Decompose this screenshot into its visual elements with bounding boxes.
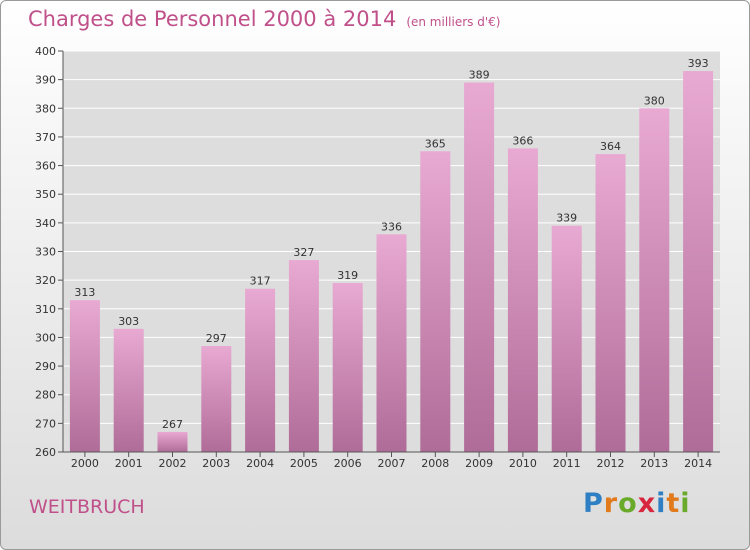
bar bbox=[157, 431, 188, 452]
bar bbox=[507, 148, 538, 452]
x-tick-label: 2010 bbox=[509, 457, 537, 470]
data-label: 339 bbox=[556, 212, 577, 225]
x-tick-label: 2012 bbox=[597, 457, 625, 470]
x-tick-label: 2007 bbox=[378, 457, 406, 470]
data-label: 327 bbox=[293, 246, 314, 259]
data-label: 317 bbox=[250, 275, 271, 288]
logo-letter: x bbox=[637, 488, 657, 519]
y-tick-label: 290 bbox=[35, 360, 56, 373]
x-tick-label: 2009 bbox=[465, 457, 493, 470]
x-tick-label: 2001 bbox=[115, 457, 143, 470]
x-tick-label: 2014 bbox=[684, 457, 712, 470]
bar bbox=[595, 154, 626, 452]
x-tick-label: 2008 bbox=[421, 457, 449, 470]
x-tick-label: 2003 bbox=[202, 457, 230, 470]
x-tick-label: 2004 bbox=[246, 457, 274, 470]
data-label: 364 bbox=[600, 140, 621, 153]
bar bbox=[113, 328, 144, 452]
bar bbox=[376, 234, 407, 452]
y-tick-label: 320 bbox=[35, 274, 56, 287]
y-tick-label: 300 bbox=[35, 331, 56, 344]
chart-title: Charges de Personnel 2000 à 2014 (en mill… bbox=[28, 7, 500, 31]
logo-letter: r bbox=[603, 488, 619, 519]
bar bbox=[683, 71, 714, 453]
y-tick-label: 380 bbox=[35, 102, 56, 115]
data-label: 380 bbox=[644, 94, 665, 107]
y-tick-label: 270 bbox=[35, 417, 56, 430]
data-label: 267 bbox=[162, 418, 183, 431]
y-tick-label: 370 bbox=[35, 131, 56, 144]
data-label: 297 bbox=[206, 332, 227, 345]
bar bbox=[245, 288, 276, 452]
y-tick-label: 340 bbox=[35, 217, 56, 230]
data-label: 319 bbox=[337, 269, 358, 282]
logo-letter: P bbox=[583, 488, 604, 519]
y-tick-label: 330 bbox=[35, 246, 56, 259]
bar bbox=[332, 283, 363, 452]
title-text: Charges de Personnel 2000 à 2014 bbox=[28, 7, 397, 31]
logo-letter: i bbox=[680, 488, 691, 519]
x-tick-label: 2011 bbox=[553, 457, 581, 470]
data-label: 336 bbox=[381, 220, 402, 233]
bar bbox=[464, 82, 495, 452]
x-tick-label: 2013 bbox=[640, 457, 668, 470]
x-tick-label: 2006 bbox=[334, 457, 362, 470]
logo-letter: o bbox=[618, 488, 638, 519]
bar bbox=[639, 108, 670, 453]
x-tick-label: 2005 bbox=[290, 457, 318, 470]
x-tick-label: 2002 bbox=[159, 457, 187, 470]
bar bbox=[420, 151, 451, 452]
data-label: 366 bbox=[512, 134, 533, 147]
y-tick-label: 260 bbox=[35, 446, 56, 459]
x-tick-label: 2000 bbox=[71, 457, 99, 470]
y-tick-label: 350 bbox=[35, 188, 56, 201]
bar bbox=[288, 260, 319, 452]
logo-letter: i bbox=[656, 488, 667, 519]
bar bbox=[201, 346, 232, 452]
y-tick-label: 400 bbox=[35, 45, 56, 58]
y-tick-label: 280 bbox=[35, 389, 56, 402]
data-label: 365 bbox=[425, 137, 446, 150]
proxiti-logo: Proxiti bbox=[583, 488, 691, 519]
logo-letter: t bbox=[666, 488, 681, 519]
bar bbox=[551, 225, 582, 452]
y-tick-label: 360 bbox=[35, 160, 56, 173]
data-label: 393 bbox=[688, 57, 709, 70]
place-name: WEITBRUCH bbox=[29, 496, 145, 518]
data-label: 389 bbox=[469, 69, 490, 82]
bar bbox=[69, 300, 100, 452]
y-tick-label: 310 bbox=[35, 303, 56, 316]
data-label: 313 bbox=[74, 286, 95, 299]
data-label: 303 bbox=[118, 315, 139, 328]
chart-subtitle: (en milliers d'€) bbox=[406, 15, 501, 29]
y-tick-label: 390 bbox=[35, 74, 56, 87]
